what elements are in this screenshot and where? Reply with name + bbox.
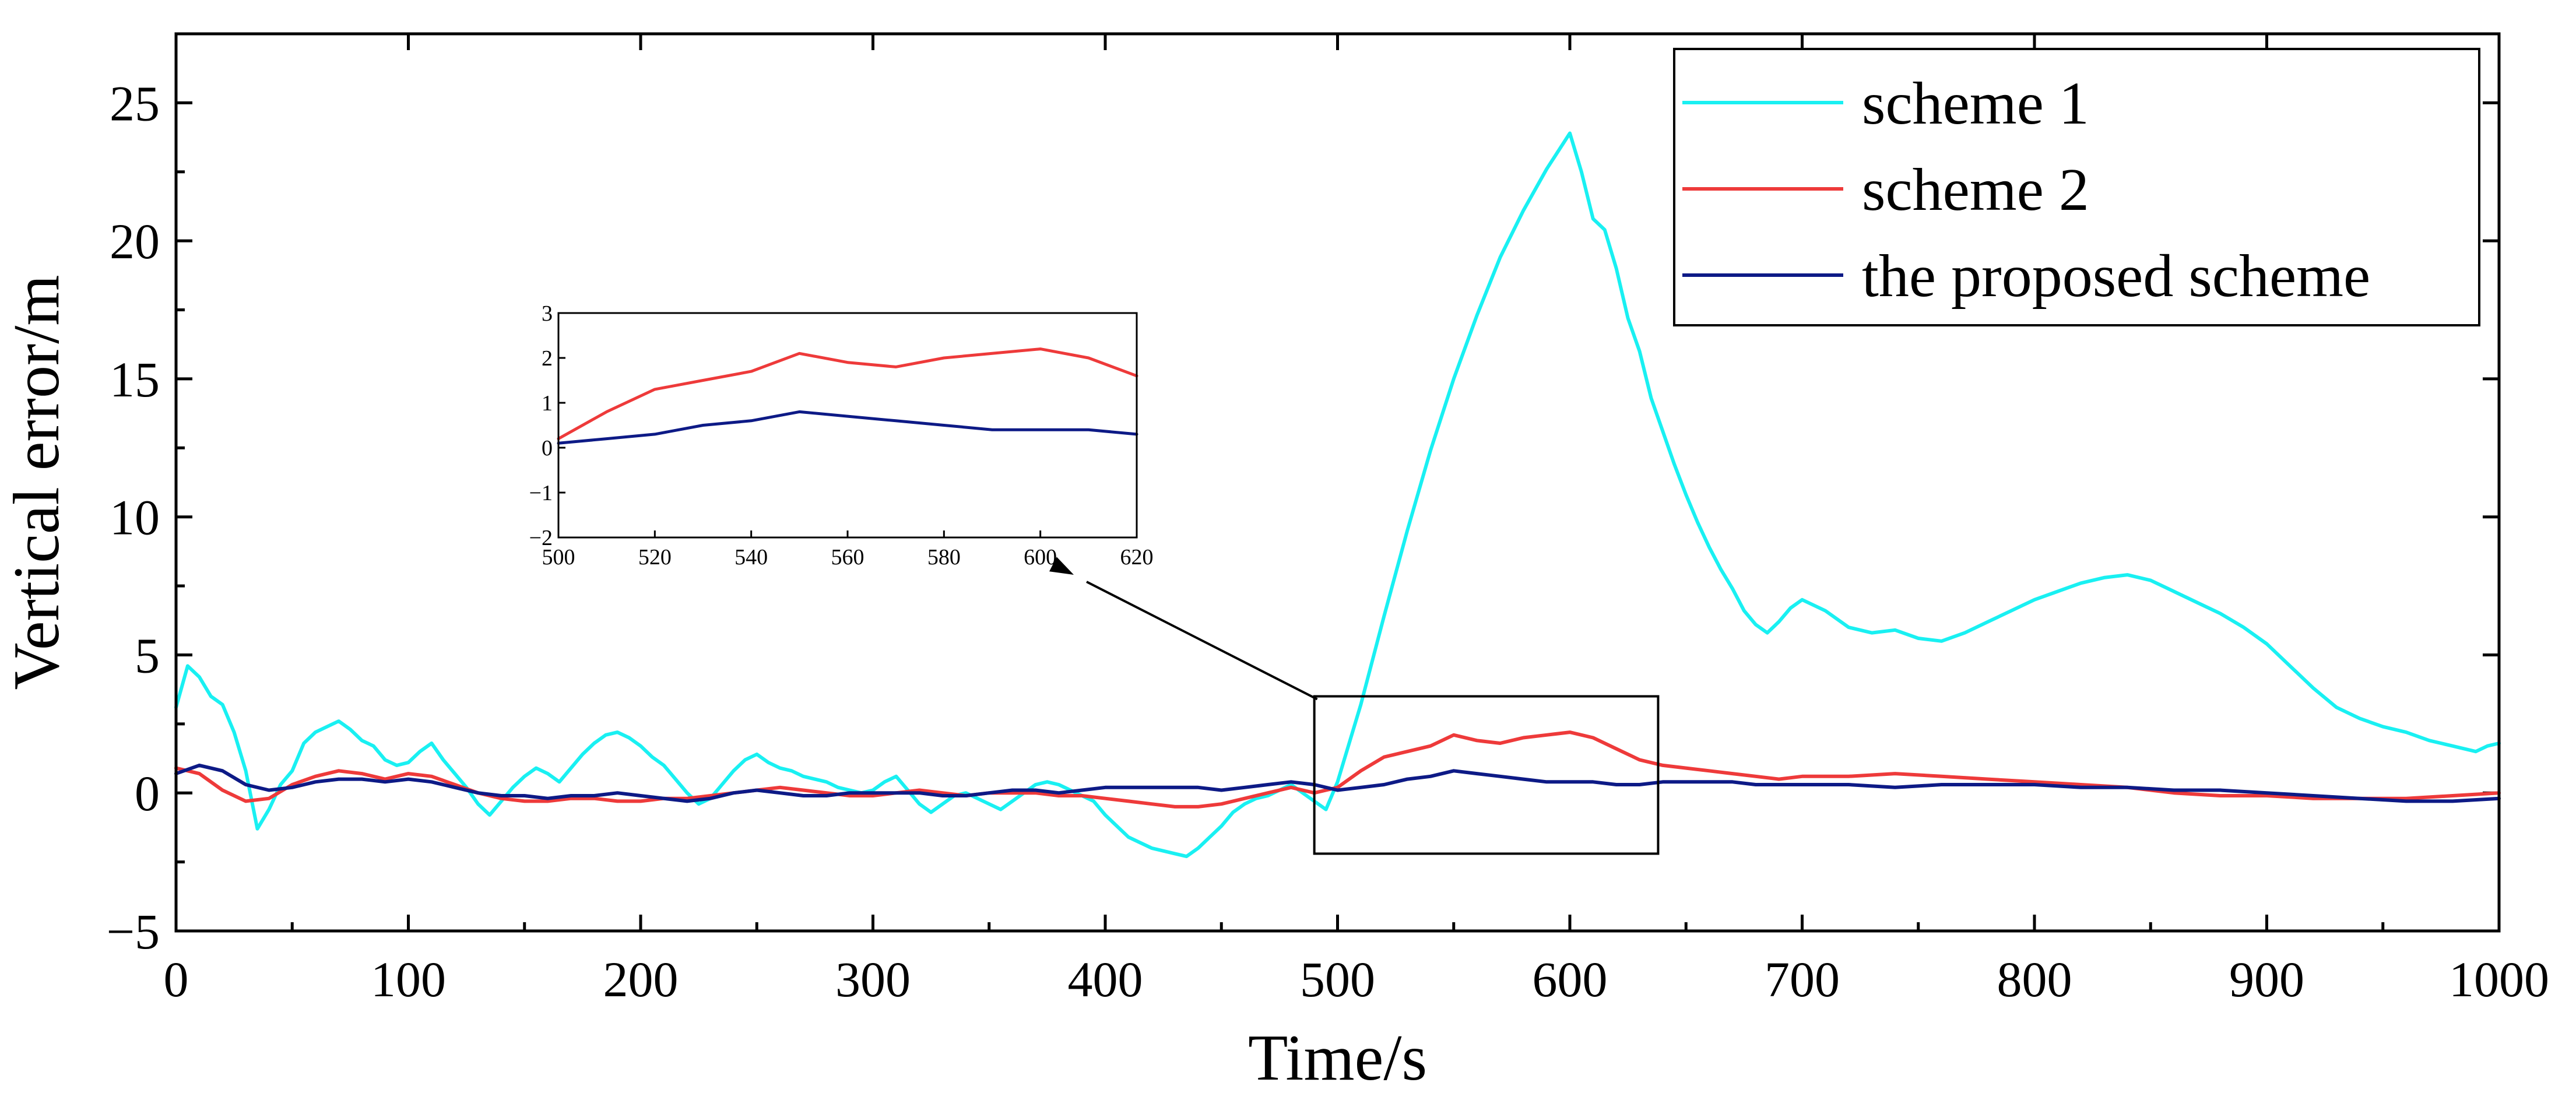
inset-y-tick-label: 1 xyxy=(542,391,553,416)
main-plot-frame xyxy=(174,32,2501,933)
series-line-scheme-1 xyxy=(174,131,2501,859)
main-series-group xyxy=(174,131,2501,859)
inset-x-tick-label: 540 xyxy=(735,545,768,570)
y-tick-label: 5 xyxy=(135,627,160,683)
legend-box xyxy=(1673,48,2480,326)
x-tick-label: 100 xyxy=(371,951,446,1007)
inset-y-tick-label: −2 xyxy=(529,526,553,550)
inset-series-group xyxy=(557,347,1138,445)
inset-x-tick-label: 580 xyxy=(927,545,961,570)
x-tick-label: 600 xyxy=(1533,951,1608,1007)
inset-x-tick-label: 520 xyxy=(638,545,672,570)
zoom-region-box xyxy=(1313,695,1660,855)
y-tick-label: 15 xyxy=(110,352,160,407)
inset-frame xyxy=(557,312,1138,539)
legend-label-scheme-1: scheme 1 xyxy=(1862,70,2089,137)
y-tick-label: −5 xyxy=(106,904,160,960)
y-tick-label: 25 xyxy=(110,75,160,131)
x-tick-label: 0 xyxy=(164,951,189,1007)
zoom-arrow xyxy=(1086,581,1318,701)
main-axis-ticks: 0 100 200 300 400 500 600 700 800 900 1000−5051015… xyxy=(106,34,2549,1007)
x-axis-title: Time/s xyxy=(1248,1022,1427,1094)
x-tick-label: 800 xyxy=(1997,951,2072,1007)
legend-label-scheme-2: scheme 2 xyxy=(1862,156,2089,223)
series-line-the-proposed-scheme xyxy=(174,763,2501,803)
y-tick-label: 20 xyxy=(110,213,160,269)
inset-series-line-scheme-2 xyxy=(557,347,1138,441)
main-plot-area: 0 100 200 300 400 500 600 700 800 900 1000−5051015… xyxy=(106,32,2549,1007)
zoom-arrow-head xyxy=(1049,557,1074,575)
inset-y-tick-label: 3 xyxy=(542,301,553,326)
y-tick-label: 0 xyxy=(135,765,160,821)
legend-label-proposed-scheme: the proposed scheme xyxy=(1862,243,2370,310)
y-axis-title: Vertical error/m xyxy=(1,275,73,690)
x-tick-label: 900 xyxy=(2229,951,2304,1007)
inset-x-tick-label: 560 xyxy=(831,545,864,570)
inset-x-tick-label: 500 xyxy=(542,545,575,570)
x-tick-label: 200 xyxy=(603,951,679,1007)
inset-series-line-the-proposed-scheme xyxy=(557,410,1138,445)
y-tick-label: 10 xyxy=(110,490,160,546)
inset-y-tick-label: 2 xyxy=(542,346,553,371)
inset-y-tick-label: −1 xyxy=(529,481,553,505)
x-tick-label: 700 xyxy=(1765,951,1840,1007)
x-tick-label: 500 xyxy=(1300,951,1375,1007)
inset-x-tick-label: 620 xyxy=(1120,545,1154,570)
series-line-scheme-2 xyxy=(174,730,2501,809)
x-tick-label: 1000 xyxy=(2449,951,2549,1007)
inset-plot-area: 500 520 540 560 580 600 620 −2 −1 0 1 2 3 xyxy=(529,301,1154,570)
inset-y-tick-label: 0 xyxy=(542,436,553,461)
x-tick-label: 400 xyxy=(1068,951,1143,1007)
inset-x-tick-label: 600 xyxy=(1024,545,1057,570)
legend: scheme 1 scheme 2 the proposed scheme xyxy=(1673,48,2480,326)
inset-background xyxy=(558,313,1137,537)
inset-axis-ticks: 500 520 540 560 580 600 620 −2 −1 0 1 2 3 xyxy=(529,301,1154,570)
x-tick-label: 300 xyxy=(835,951,911,1007)
